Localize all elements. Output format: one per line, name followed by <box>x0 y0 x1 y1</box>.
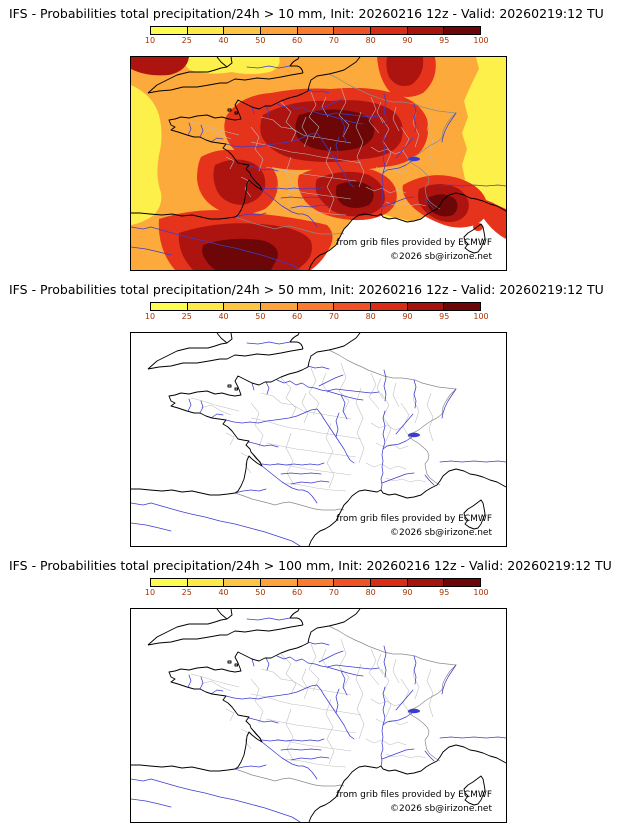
france-precip-map-10mm <box>131 57 506 270</box>
panel-precip-10mm: IFS - Probabilities total precipitation/… <box>0 0 630 276</box>
colorbar-tick-label: 90 <box>402 588 413 597</box>
colorbar-segment <box>407 303 445 310</box>
colorbar-segment <box>187 579 225 586</box>
colorbar-segment <box>261 303 298 310</box>
colorbar-segment <box>444 27 481 34</box>
colorbar-segment <box>261 27 298 34</box>
colorbar-tick-label: 60 <box>292 588 303 597</box>
probability-colorbar: 10 25 40 50 60 70 80 90 95 100 <box>145 578 489 597</box>
colorbar-tick-label: 90 <box>402 312 413 321</box>
colorbar-segment <box>261 579 298 586</box>
colorbar-tick-label: 95 <box>439 588 450 597</box>
map-credit: from grib files provided by ECMWF ©2026 … <box>336 237 492 265</box>
colorbar-segment <box>151 579 188 586</box>
colorbar-tick-label: 50 <box>255 36 266 45</box>
map-frame: from grib files provided by ECMWF ©2026 … <box>130 608 507 823</box>
colorbar-tick-label: 70 <box>328 312 339 321</box>
colorbar-segment <box>407 27 445 34</box>
colorbar-tick-label: 80 <box>365 36 376 45</box>
colorbar-tick-label: 25 <box>181 312 192 321</box>
colorbar-tick-label: 95 <box>439 312 450 321</box>
map-credit: from grib files provided by ECMWF ©2026 … <box>336 789 492 817</box>
colorbar-segment <box>371 27 408 34</box>
colorbar-tick-label: 80 <box>365 588 376 597</box>
colorbar-segment <box>334 303 372 310</box>
colorbar-tick-label: 60 <box>292 312 303 321</box>
colorbar-tick-label: 40 <box>218 36 229 45</box>
probability-colorbar: 10 25 40 50 60 70 80 90 95 100 <box>145 26 489 45</box>
colorbar-tick-label: 95 <box>439 36 450 45</box>
colorbar-segment <box>297 27 335 34</box>
colorbar-segment <box>444 579 481 586</box>
colorbar-tick-label: 40 <box>218 588 229 597</box>
colorbar-tick-label: 10 <box>144 36 156 45</box>
colorbar-tick-label: 25 <box>181 36 192 45</box>
probability-colorbar: 10 25 40 50 60 70 80 90 95 100 <box>145 302 489 321</box>
credit-copyright: ©2026 sb@irizone.net <box>390 252 492 263</box>
panel-precip-100mm: IFS - Probabilities total precipitation/… <box>0 552 630 828</box>
colorbar-tick-label: 25 <box>181 588 192 597</box>
colorbar-tick-label: 90 <box>402 36 413 45</box>
colorbar-tick-label: 50 <box>255 588 266 597</box>
precip-overlay <box>131 57 506 270</box>
colorbar-ticks: 10 25 40 50 60 70 80 90 95 100 <box>145 587 489 597</box>
colorbar-segment <box>224 303 262 310</box>
map-frame: from grib files provided by ECMWF ©2026 … <box>130 332 507 547</box>
colorbar-segment <box>334 27 372 34</box>
panel-precip-50mm: IFS - Probabilities total precipitation/… <box>0 276 630 552</box>
colorbar-tick-label: 10 <box>144 312 156 321</box>
colorbar-segment <box>187 303 225 310</box>
colorbar-ticks: 10 25 40 50 60 70 80 90 95 100 <box>145 35 489 45</box>
colorbar-segment <box>407 579 445 586</box>
colorbar-tick-label: 50 <box>255 312 266 321</box>
map-frame: from grib files provided by ECMWF ©2026 … <box>130 56 507 271</box>
colorbar-bar <box>150 26 481 35</box>
colorbar-tick-label: 100 <box>473 312 489 321</box>
colorbar-tick-label: 70 <box>328 36 339 45</box>
colorbar-tick-label: 60 <box>292 36 303 45</box>
colorbar-segment <box>444 303 481 310</box>
credit-source: from grib files provided by ECMWF <box>336 790 492 801</box>
credit-source: from grib files provided by ECMWF <box>336 514 492 525</box>
panel-title: IFS - Probabilities total precipitation/… <box>9 558 612 573</box>
panel-title: IFS - Probabilities total precipitation/… <box>9 6 604 21</box>
colorbar-tick-label: 80 <box>365 312 376 321</box>
colorbar-segment <box>151 303 188 310</box>
colorbar-segment <box>151 27 188 34</box>
colorbar-segment <box>371 303 408 310</box>
credit-source: from grib files provided by ECMWF <box>336 238 492 249</box>
colorbar-segment <box>224 27 262 34</box>
map-credit: from grib files provided by ECMWF ©2026 … <box>336 513 492 541</box>
colorbar-segment <box>297 303 335 310</box>
colorbar-segment <box>187 27 225 34</box>
credit-copyright: ©2026 sb@irizone.net <box>390 804 492 815</box>
colorbar-tick-label: 10 <box>144 588 156 597</box>
colorbar-tick-label: 40 <box>218 312 229 321</box>
colorbar-segment <box>371 579 408 586</box>
colorbar-bar <box>150 578 481 587</box>
colorbar-segment <box>334 579 372 586</box>
panel-title: IFS - Probabilities total precipitation/… <box>9 282 604 297</box>
colorbar-tick-label: 70 <box>328 588 339 597</box>
colorbar-segment <box>224 579 262 586</box>
colorbar-bar <box>150 302 481 311</box>
colorbar-tick-label: 100 <box>473 588 489 597</box>
colorbar-tick-label: 100 <box>473 36 489 45</box>
colorbar-ticks: 10 25 40 50 60 70 80 90 95 100 <box>145 311 489 321</box>
colorbar-segment <box>297 579 335 586</box>
credit-copyright: ©2026 sb@irizone.net <box>390 528 492 539</box>
